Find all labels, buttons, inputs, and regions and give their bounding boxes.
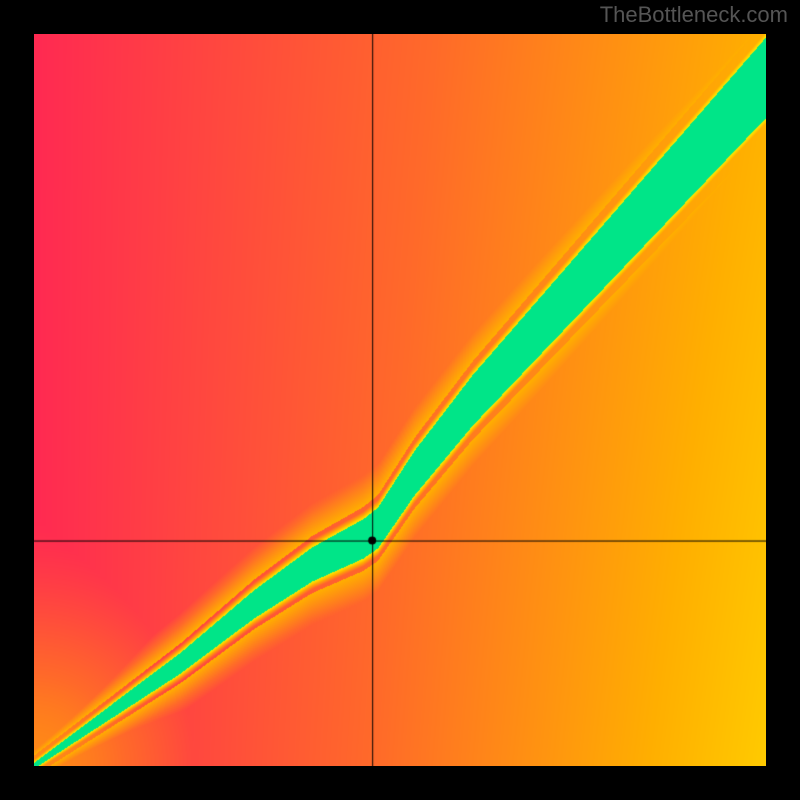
watermark-text: TheBottleneck.com — [600, 2, 788, 28]
chart-container: TheBottleneck.com — [0, 0, 800, 800]
crosshair-overlay — [34, 34, 766, 766]
